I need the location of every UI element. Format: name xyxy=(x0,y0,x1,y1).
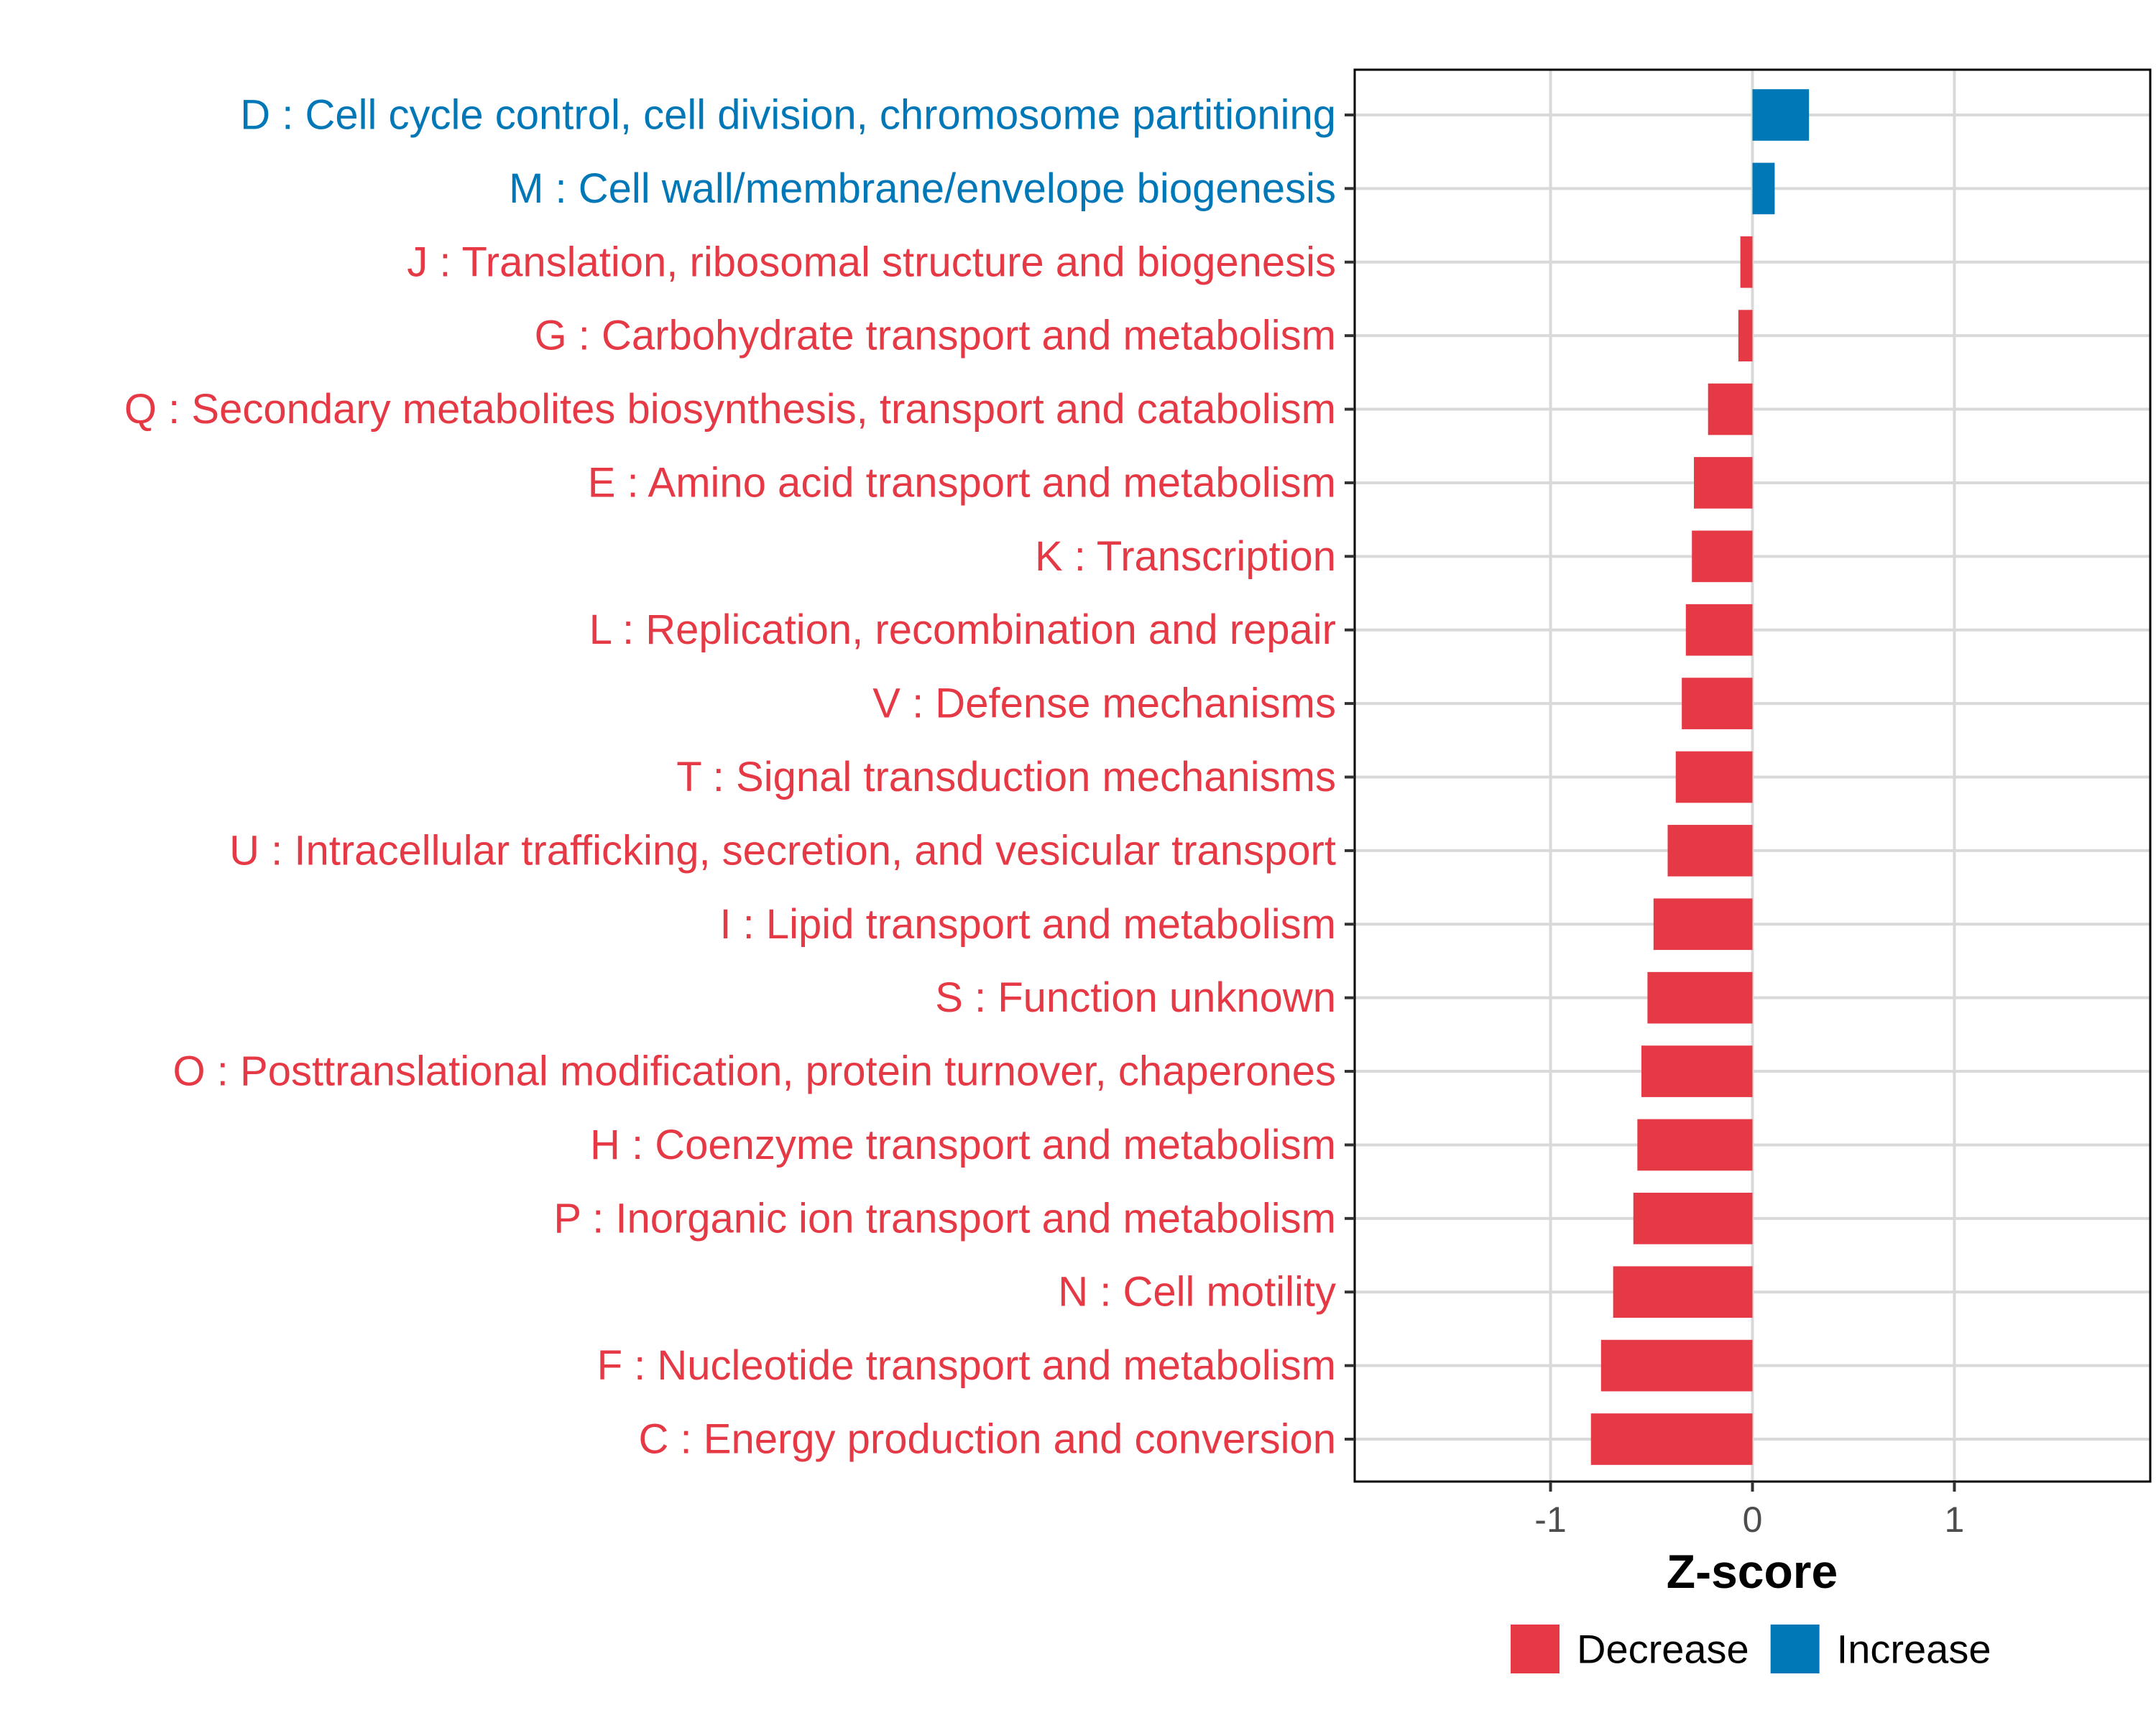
category-label-i: I : Lipid transport and metabolism xyxy=(719,901,1336,948)
bar-d xyxy=(1752,89,1810,141)
legend-label-increase: Increase xyxy=(1837,1627,1991,1672)
x-tick-label-2: 1 xyxy=(1945,1500,1965,1540)
bar-t xyxy=(1675,751,1753,803)
category-label-d: D : Cell cycle control, cell division, c… xyxy=(240,92,1336,139)
category-label-o: O : Posttranslational modification, prot… xyxy=(173,1048,1336,1095)
category-label-g: G : Carbohydrate transport and metabolis… xyxy=(535,313,1336,359)
category-label-h: H : Coenzyme transport and metabolism xyxy=(590,1122,1336,1168)
category-label-l: L : Replication, recombination and repai… xyxy=(589,606,1336,653)
bar-v xyxy=(1682,678,1753,729)
x-tick-label-0: -1 xyxy=(1534,1500,1566,1540)
bar-i xyxy=(1653,898,1753,951)
y-axis-category-labels: D : Cell cycle control, cell division, c… xyxy=(124,92,1336,1463)
bar-p xyxy=(1633,1192,1753,1244)
category-label-m: M : Cell wall/membrane/envelope biogenes… xyxy=(509,165,1336,212)
category-label-f: F : Nucleotide transport and metabolism xyxy=(597,1342,1336,1389)
bar-j xyxy=(1740,236,1753,288)
bar-h xyxy=(1637,1119,1753,1171)
bar-n xyxy=(1613,1266,1753,1318)
bar-c xyxy=(1590,1413,1753,1465)
y-axis-ticks xyxy=(1345,114,1355,1441)
category-label-v: V : Defense mechanisms xyxy=(872,680,1336,727)
bar-s xyxy=(1647,971,1753,1024)
category-label-k: K : Transcription xyxy=(1035,533,1336,580)
x-axis-title: Z-score xyxy=(1667,1545,1838,1598)
category-label-u: U : Intracellular trafficking, secretion… xyxy=(229,827,1336,874)
category-label-c: C : Energy production and conversion xyxy=(639,1416,1336,1463)
legend: Decrease Increase xyxy=(1511,1625,1991,1673)
bar-g xyxy=(1738,310,1753,362)
bar-l xyxy=(1685,604,1753,656)
category-label-p: P : Inorganic ion transport and metaboli… xyxy=(553,1195,1336,1242)
category-label-j: J : Translation, ribosomal structure and… xyxy=(407,239,1336,285)
category-label-s: S : Function unknown xyxy=(935,974,1336,1021)
bar-o xyxy=(1641,1045,1753,1097)
legend-key-increase xyxy=(1770,1625,1820,1673)
bar-f xyxy=(1600,1339,1753,1392)
bar-q xyxy=(1708,383,1753,435)
bar-m xyxy=(1752,162,1775,215)
bar-e xyxy=(1694,457,1753,509)
category-label-t: T : Signal transduction mechanisms xyxy=(676,754,1336,800)
bar-u xyxy=(1667,825,1753,877)
category-label-e: E : Amino acid transport and metabolism xyxy=(588,459,1336,506)
legend-label-decrease: Decrease xyxy=(1577,1627,1749,1672)
bars xyxy=(1590,89,1810,1465)
bar-k xyxy=(1692,530,1753,583)
category-label-q: Q : Secondary metabolites biosynthesis, … xyxy=(124,386,1336,433)
category-label-n: N : Cell motility xyxy=(1058,1269,1336,1316)
x-tick-label-1: 0 xyxy=(1743,1500,1763,1540)
legend-key-decrease xyxy=(1511,1625,1560,1673)
x-axis-ticks: -1 0 1 xyxy=(1534,1482,1964,1540)
